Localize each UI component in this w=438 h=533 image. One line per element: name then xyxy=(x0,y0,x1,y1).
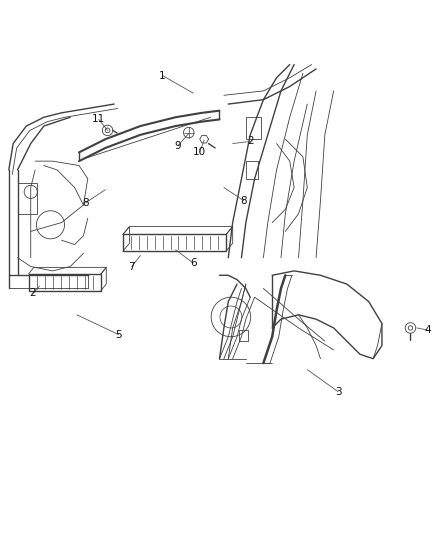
Text: 8: 8 xyxy=(82,198,89,208)
Bar xyxy=(123,235,226,251)
Text: 2: 2 xyxy=(246,136,253,147)
Bar xyxy=(239,330,247,341)
Text: 6: 6 xyxy=(189,258,196,268)
Text: 1: 1 xyxy=(159,70,166,80)
Text: 8: 8 xyxy=(240,196,247,206)
Text: 7: 7 xyxy=(128,262,135,271)
Text: 4: 4 xyxy=(424,325,431,335)
Text: 9: 9 xyxy=(174,141,181,151)
Bar xyxy=(18,183,37,214)
Text: 11: 11 xyxy=(92,115,105,124)
Bar xyxy=(245,161,258,179)
Bar xyxy=(245,117,261,139)
Text: 10: 10 xyxy=(193,147,206,157)
Bar xyxy=(28,274,101,290)
Text: 5: 5 xyxy=(115,329,122,340)
Text: 3: 3 xyxy=(334,386,341,397)
Text: 2: 2 xyxy=(29,288,36,298)
